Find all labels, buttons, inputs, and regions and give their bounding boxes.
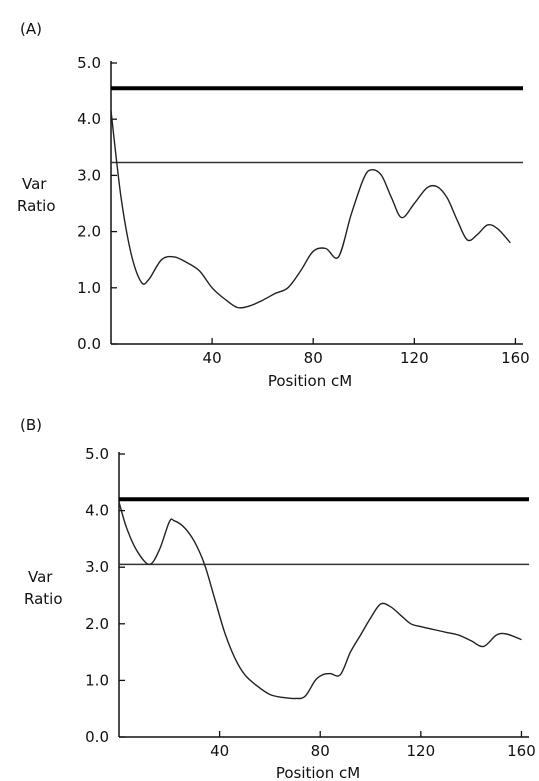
panel-label-b: (B): [20, 416, 42, 434]
y-tick-label-b: 1.0: [85, 671, 109, 689]
y-axis-label-b-line2: Ratio: [24, 590, 63, 608]
x-tick-label-a: 40: [203, 349, 222, 367]
y-tick-label-a: 4.0: [77, 110, 101, 128]
y-axis-label-b-line1: Var: [28, 568, 53, 586]
panel-a-plot: 0.0 1.0 2.0 3.0 4.0 5.0 40 80 120 160: [77, 54, 530, 367]
y-tick-label-a: 1.0: [77, 279, 101, 297]
var-ratio-curve-b: [118, 501, 522, 700]
x-tick-label-b: 80: [311, 742, 330, 760]
y-axis-label-a-line1: Var: [22, 175, 47, 193]
y-tick-label-b: 5.0: [85, 445, 109, 463]
var-ratio-curve-a: [110, 110, 511, 309]
y-tick-label-b: 4.0: [85, 502, 109, 520]
y-tick-label-a: 5.0: [77, 54, 101, 72]
x-tick-label-a: 80: [304, 349, 323, 367]
panel-b-plot: 0.0 1.0 2.0 3.0 4.0 5.0 40 80 120 160: [85, 445, 536, 760]
x-axis-label-b: Position cM: [276, 764, 360, 781]
x-tick-label-b: 160: [507, 742, 536, 760]
y-tick-label-a: 2.0: [77, 223, 101, 241]
x-tick-label-b: 120: [407, 742, 436, 760]
y-tick-label-b: 2.0: [85, 615, 109, 633]
panel-label-a: (A): [20, 20, 42, 38]
y-axis-label-a-line2: Ratio: [17, 197, 56, 215]
y-tick-label-b: 3.0: [85, 558, 109, 576]
y-tick-label-a: 0.0: [77, 335, 101, 353]
x-tick-label-b: 40: [210, 742, 229, 760]
y-tick-label-b: 0.0: [85, 728, 109, 746]
x-axis-label-a: Position cM: [268, 372, 352, 390]
x-tick-label-a: 120: [400, 349, 429, 367]
y-tick-label-a: 3.0: [77, 166, 101, 184]
x-tick-label-a: 160: [501, 349, 530, 367]
